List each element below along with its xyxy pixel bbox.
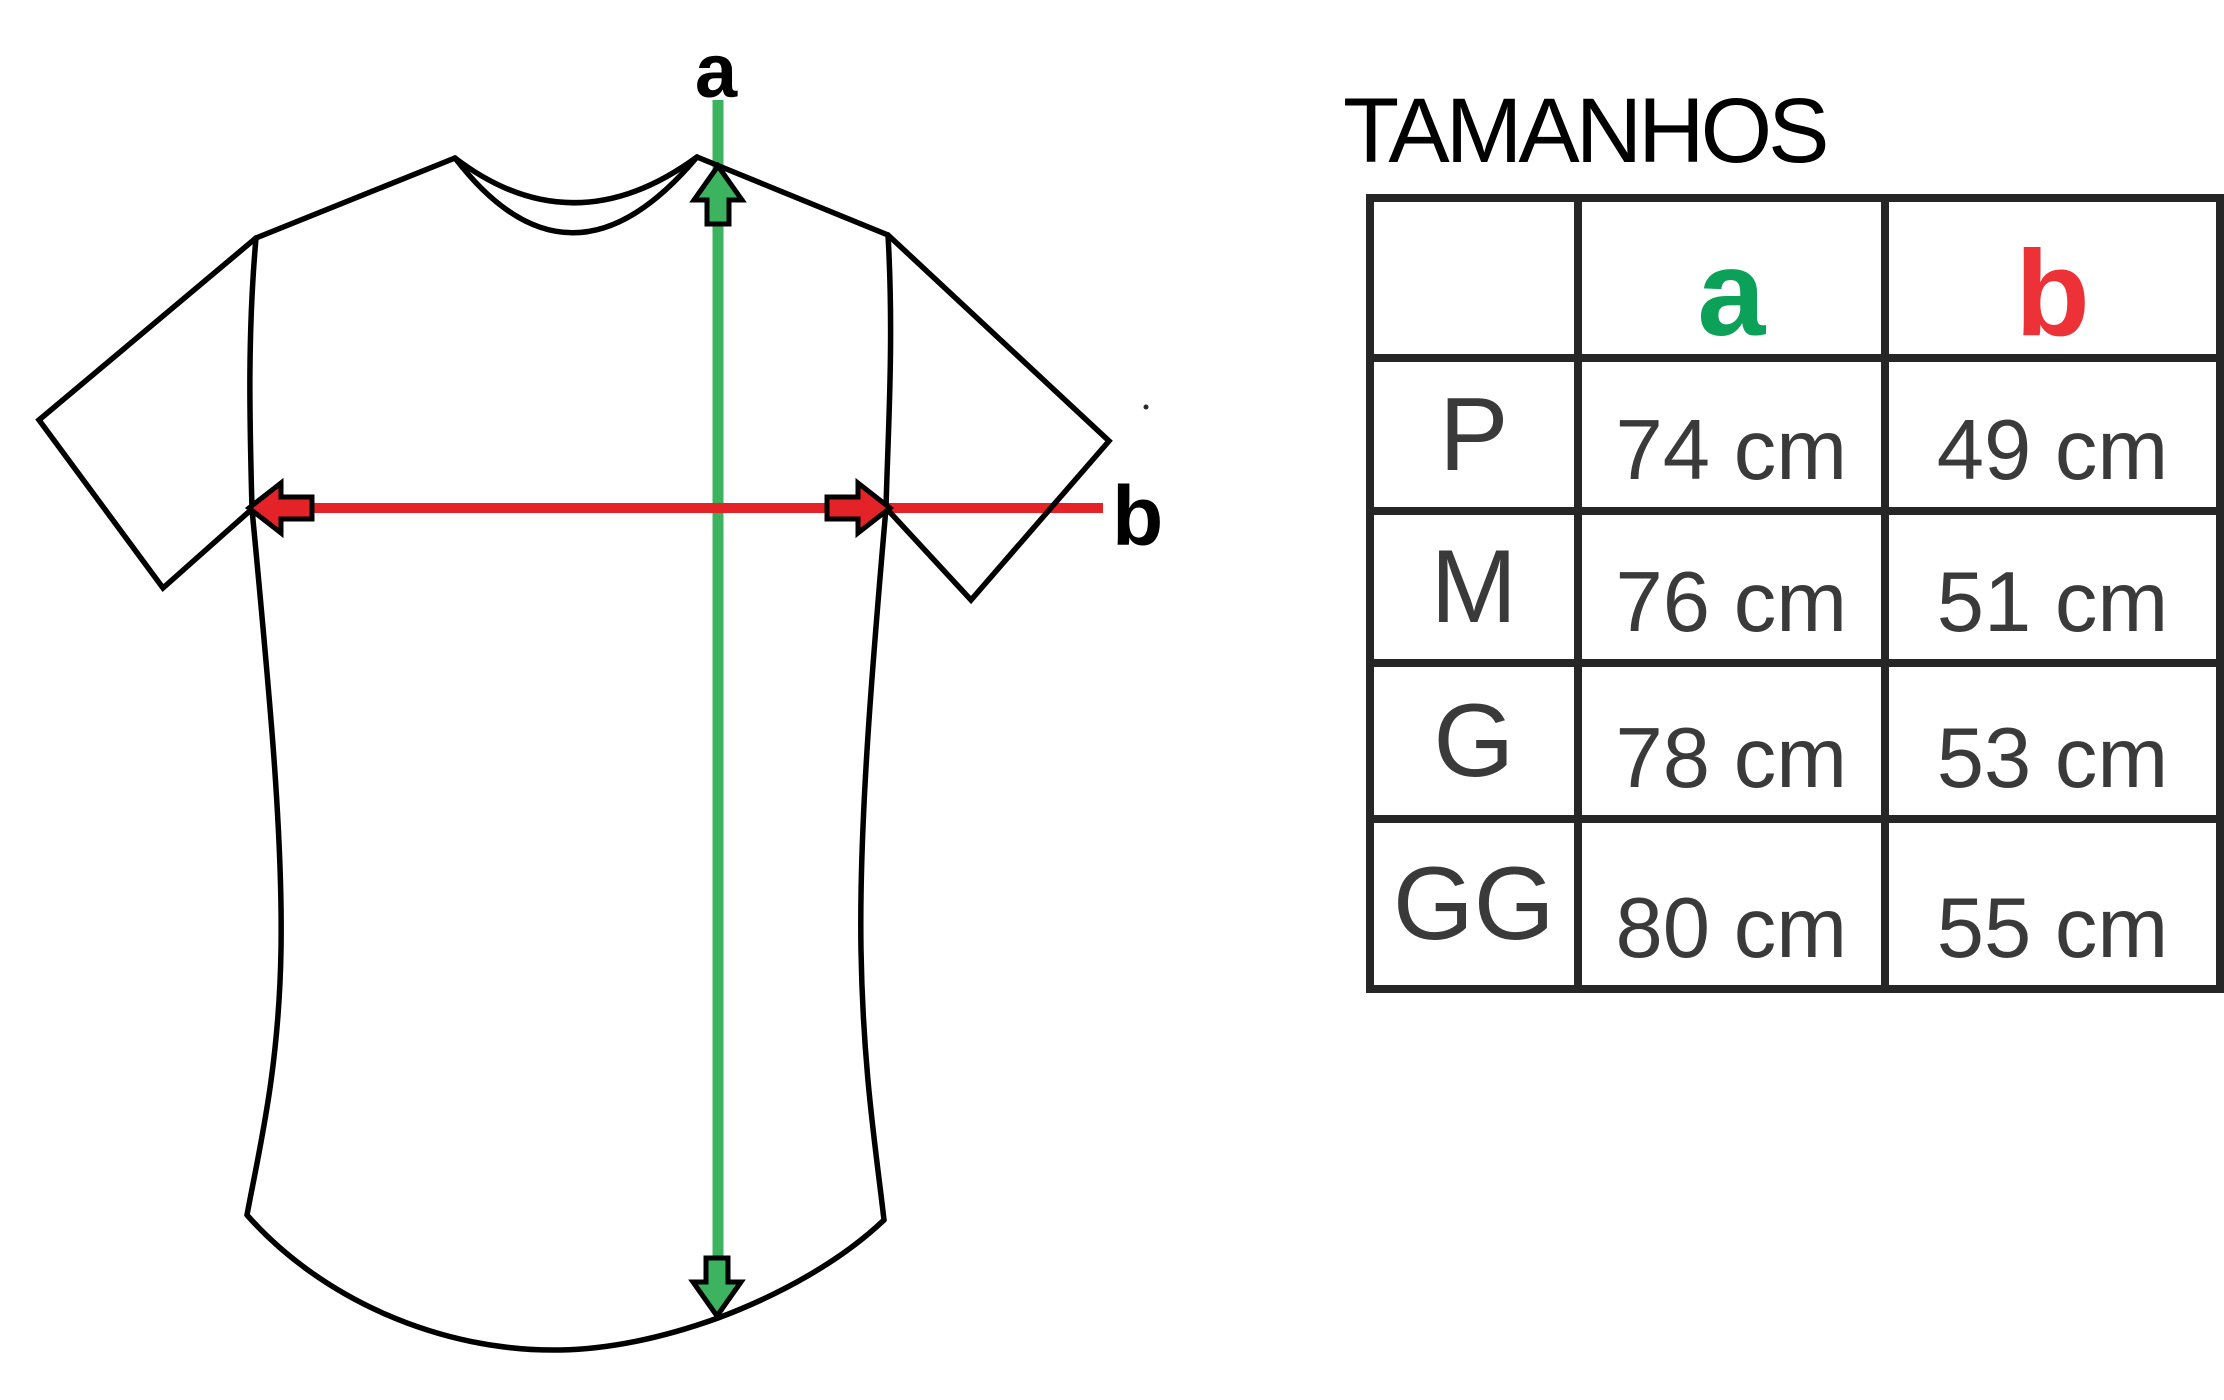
header-empty-cell (1366, 194, 1582, 362)
value-a: 80 cm (1573, 815, 1889, 993)
header-b-cell: b (1880, 194, 2224, 362)
arrow-a-up-icon (689, 161, 747, 227)
table-header-row: a b (1366, 194, 2224, 362)
value-b: 53 cm (1880, 659, 2224, 823)
collar-outer-curve (452, 154, 700, 206)
diagram-label-b: b (1112, 469, 1163, 563)
table-row: M 76 cm 51 cm (1366, 507, 2224, 667)
arrow-b-right-icon (824, 477, 895, 539)
value-b: 51 cm (1880, 507, 2224, 667)
table-row: GG 80 cm 55 cm (1366, 815, 2224, 993)
value-a: 74 cm (1573, 354, 1889, 515)
value-a: 78 cm (1573, 659, 1889, 823)
left-side-seam (244, 235, 284, 1218)
left-shoulder-seam (253, 155, 458, 241)
table-row: P 74 cm 49 cm (1366, 354, 2224, 515)
arrow-b-left-icon (244, 477, 315, 539)
diagram-label-a: a (695, 29, 738, 114)
right-sleeve (883, 232, 1113, 605)
page-title: TAMANHOS (1343, 80, 1830, 182)
header-a-cell: a (1573, 194, 1889, 362)
arrow-a-down-icon (688, 1255, 746, 1321)
sizes-table: a b P 74 cm 49 cm M 76 cm 51 cm G 78 cm … (1366, 194, 2224, 993)
right-shoulder-seam (694, 154, 891, 238)
measurement-arrowheads (244, 161, 895, 1321)
value-b: 49 cm (1880, 354, 2224, 515)
table-row: G 78 cm 53 cm (1366, 659, 2224, 823)
size-label: GG (1366, 815, 1582, 993)
size-label: M (1366, 507, 1582, 667)
value-b: 55 cm (1880, 815, 2224, 993)
left-sleeve (35, 235, 259, 593)
tshirt-outline (35, 154, 1113, 1353)
size-label: P (1366, 354, 1582, 515)
stray-dot (1143, 404, 1149, 410)
value-a: 76 cm (1573, 507, 1889, 667)
hem-curve (244, 1212, 887, 1353)
collar-inner-curve (452, 154, 700, 236)
right-side-seam (858, 232, 894, 1223)
size-label: G (1366, 659, 1582, 823)
